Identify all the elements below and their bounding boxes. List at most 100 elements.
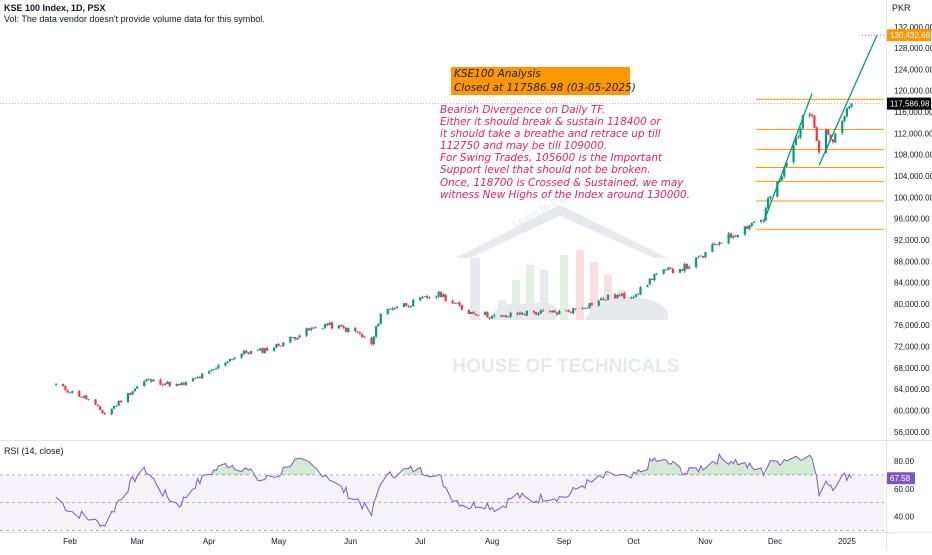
candle-body [85, 395, 87, 399]
candle [440, 291, 442, 297]
candle-body [217, 365, 219, 368]
candle-body [556, 312, 558, 314]
analysis-commentary[interactable]: Bearish Divergence on Daily TF. Either i… [440, 104, 690, 201]
price-tick-label: 64,000.00 [894, 385, 930, 394]
candle-body [162, 385, 164, 386]
candle-body [769, 197, 771, 199]
commentary-line: witness New Highs of the Index around 13… [440, 189, 690, 201]
candle-body [169, 382, 171, 387]
candle [695, 257, 697, 269]
candle-body [115, 406, 117, 407]
candle-body [326, 324, 328, 326]
analysis-note-box[interactable]: KSE100 Analysis Closed at 117586.98 (03-… [451, 67, 630, 95]
time-tick-label: Jun [344, 537, 357, 546]
time-tick-label: May [271, 537, 286, 546]
candle-body [491, 316, 493, 319]
price-tick-label: 100,000.00 [894, 193, 932, 202]
candle-body [340, 325, 342, 326]
candle-body [410, 306, 412, 307]
candle-body [183, 383, 185, 385]
candle-body [581, 308, 583, 309]
symbol-title[interactable]: KSE 100 Index, 1D, PSX [4, 3, 106, 14]
candle-body [799, 129, 801, 138]
candle-body [227, 361, 229, 362]
watermark-brand: HOUSE OF TECHNICALS [453, 356, 680, 377]
candle-body [565, 311, 567, 312]
candle-body [266, 348, 268, 351]
candle [639, 286, 641, 296]
candle-body [134, 389, 136, 392]
candle-body [486, 312, 488, 317]
candle-body [792, 146, 794, 163]
candle [305, 327, 307, 337]
candle-body [111, 409, 113, 415]
candle-body [199, 377, 201, 378]
candle-body [164, 384, 166, 385]
candle-body [623, 293, 625, 298]
candle-body [818, 141, 820, 152]
candle-body [419, 297, 421, 300]
candle-body [475, 314, 477, 316]
candle-body [809, 114, 811, 116]
candle-body [148, 379, 150, 380]
candle-body [305, 328, 307, 335]
candle-body [635, 294, 637, 297]
candle-body [574, 309, 576, 310]
candle-body [391, 308, 393, 309]
candle-body [537, 313, 539, 314]
candle-body [734, 236, 736, 237]
candle-body [716, 244, 718, 245]
candle-body [257, 350, 259, 351]
candle-body [347, 328, 349, 332]
price-tick-label: 92,000.00 [894, 236, 930, 245]
candle-body [549, 311, 551, 312]
candle [491, 316, 493, 319]
candle-body [310, 328, 312, 330]
candle-body [394, 308, 396, 309]
candle [728, 232, 730, 244]
candle-body [375, 326, 377, 336]
candle-body [234, 358, 236, 360]
candle [94, 399, 96, 405]
candle-body [329, 323, 331, 326]
candle-body [679, 269, 681, 273]
candle-body [670, 267, 672, 268]
candle-body [245, 351, 247, 353]
time-tick-label: Dec [768, 537, 782, 546]
candle-body [748, 225, 750, 228]
candle-body [811, 115, 813, 116]
candle-body [688, 267, 690, 269]
price-tick-label: 88,000.00 [894, 257, 930, 266]
candle-body [241, 354, 243, 358]
candle [792, 144, 794, 164]
candle-body [312, 327, 314, 328]
candle-body [683, 264, 685, 271]
candle-body [247, 353, 249, 354]
time-tick-label: Oct [627, 537, 640, 546]
commentary-line: 112750 and may be till 109000. [440, 140, 690, 152]
candle [78, 390, 80, 397]
candle-body [602, 299, 604, 300]
candle-body [373, 337, 375, 345]
candle [744, 226, 746, 236]
candle [486, 311, 488, 317]
candle-body [470, 312, 472, 314]
candle-body [630, 297, 632, 298]
candle [101, 410, 103, 414]
candle-body [231, 359, 233, 360]
candle-body [345, 328, 347, 332]
candle-body [159, 380, 161, 385]
rsi-legend[interactable]: RSI (14, close) [4, 446, 64, 456]
candle-body [83, 396, 85, 398]
candle-body [428, 297, 430, 298]
candle-body [201, 374, 203, 379]
candle-body [598, 301, 600, 306]
candle-body [484, 312, 486, 315]
price-tick-label: 124,000.00 [894, 65, 932, 74]
candle-body [380, 314, 382, 324]
candle-body [500, 315, 502, 316]
candle-body [389, 309, 391, 310]
candle-body [572, 308, 574, 313]
price-tick-label: 108,000.00 [894, 151, 932, 160]
candle [651, 279, 653, 281]
